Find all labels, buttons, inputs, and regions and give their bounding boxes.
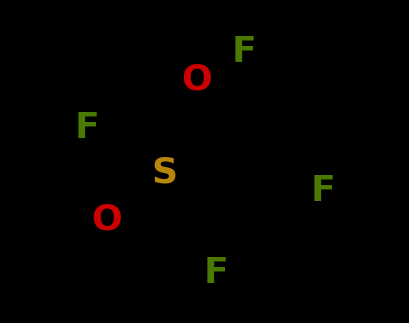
Text: S: S xyxy=(149,154,180,196)
Text: F: F xyxy=(308,167,337,209)
Text: F: F xyxy=(229,28,258,70)
Text: S: S xyxy=(149,149,180,191)
Text: F: F xyxy=(199,254,229,296)
Text: O: O xyxy=(180,56,217,98)
Text: S: S xyxy=(151,152,182,194)
Text: F: F xyxy=(70,109,100,151)
Text: O: O xyxy=(181,58,217,100)
Text: S: S xyxy=(151,150,182,192)
Text: F: F xyxy=(306,168,335,210)
Text: O: O xyxy=(176,56,213,98)
Text: S: S xyxy=(147,154,178,196)
Text: F: F xyxy=(199,250,229,292)
Text: O: O xyxy=(181,62,212,96)
Text: S: S xyxy=(151,154,182,196)
Text: O: O xyxy=(175,58,212,100)
Text: F: F xyxy=(308,172,337,214)
Text: F: F xyxy=(74,110,99,145)
Text: F: F xyxy=(309,168,339,210)
Text: F: F xyxy=(230,33,260,75)
Text: O: O xyxy=(91,203,121,237)
Text: F: F xyxy=(70,105,100,147)
Text: F: F xyxy=(310,173,335,208)
Text: F: F xyxy=(227,33,256,75)
Text: S: S xyxy=(147,150,178,192)
Text: O: O xyxy=(88,196,124,238)
Text: O: O xyxy=(86,197,123,239)
Text: O: O xyxy=(85,199,122,241)
Text: F: F xyxy=(231,31,261,73)
Text: S: S xyxy=(151,156,177,190)
Text: O: O xyxy=(176,60,213,102)
Text: F: F xyxy=(226,31,255,73)
Text: F: F xyxy=(203,254,232,296)
Text: F: F xyxy=(74,109,103,151)
Text: F: F xyxy=(231,35,256,69)
Text: F: F xyxy=(72,104,101,146)
Text: F: F xyxy=(305,170,334,212)
Text: O: O xyxy=(86,201,123,243)
Text: F: F xyxy=(72,109,101,151)
Text: F: F xyxy=(201,255,230,297)
Text: F: F xyxy=(204,252,233,294)
Text: F: F xyxy=(230,29,260,71)
Text: O: O xyxy=(180,60,217,102)
Text: F: F xyxy=(309,172,339,214)
Text: F: F xyxy=(310,170,339,212)
Text: F: F xyxy=(306,172,335,214)
Text: F: F xyxy=(203,250,232,292)
Text: F: F xyxy=(229,33,258,75)
Text: F: F xyxy=(201,249,230,291)
Text: O: O xyxy=(178,61,215,103)
Text: F: F xyxy=(70,107,99,149)
Text: F: F xyxy=(227,29,256,71)
Text: F: F xyxy=(75,107,104,149)
Text: O: O xyxy=(90,197,126,239)
Text: S: S xyxy=(146,152,177,194)
Text: F: F xyxy=(74,105,103,147)
Text: O: O xyxy=(88,201,124,243)
Text: O: O xyxy=(90,201,126,243)
Text: F: F xyxy=(203,256,228,290)
Text: O: O xyxy=(91,199,127,241)
Text: F: F xyxy=(198,252,228,294)
Text: O: O xyxy=(178,56,215,98)
